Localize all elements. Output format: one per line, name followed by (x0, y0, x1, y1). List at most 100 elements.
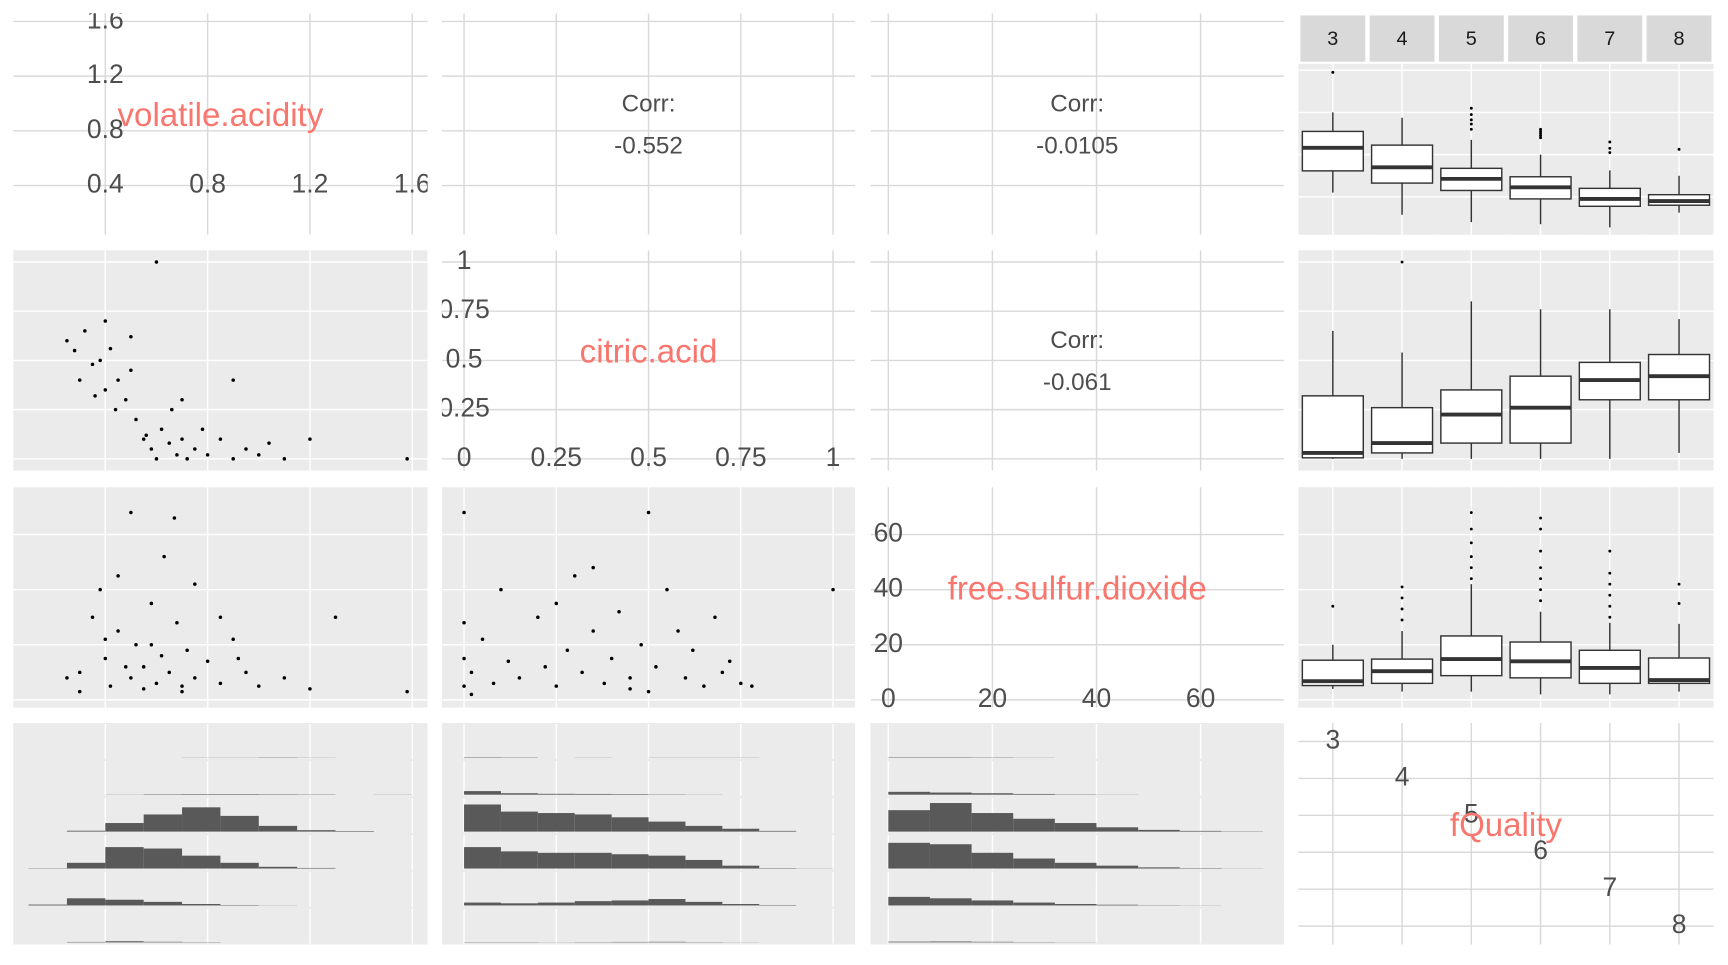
point (628, 676, 632, 680)
panel-boxplot (1298, 487, 1713, 707)
outlier (1678, 602, 1681, 605)
histogram-bar (930, 844, 972, 868)
histogram-bar (297, 830, 335, 831)
outlier (1539, 599, 1542, 602)
x-tick-label: 0.5 (630, 442, 667, 472)
point (167, 441, 171, 445)
histogram-bar (464, 804, 501, 831)
point (283, 676, 287, 680)
histogram-bar (1180, 831, 1222, 832)
histogram-bar (888, 897, 930, 906)
histogram-bar (144, 902, 182, 906)
point (114, 408, 118, 412)
point (150, 447, 154, 451)
x-tick-label: 40 (1082, 683, 1111, 713)
histogram-bar (1013, 794, 1055, 795)
point (610, 657, 614, 661)
point (603, 682, 607, 686)
histogram-bar (144, 814, 182, 831)
histogram-bar (144, 849, 182, 869)
histogram-bar (972, 942, 1014, 943)
point (499, 588, 503, 592)
histogram-bar (67, 898, 105, 905)
point (142, 665, 146, 669)
box (1372, 145, 1433, 183)
box (1510, 376, 1571, 443)
point (580, 671, 584, 675)
corr-label: Corr: (1050, 327, 1104, 354)
point (104, 657, 108, 661)
point (219, 437, 223, 441)
histogram-bar (220, 816, 258, 832)
histogram-bar (612, 794, 649, 795)
point (201, 428, 205, 432)
point (462, 511, 466, 515)
histogram-bar (105, 941, 143, 942)
y-tick-label: 0.5 (446, 343, 483, 373)
histogram-bar (649, 856, 686, 869)
category-label: 8 (1672, 909, 1687, 939)
point (283, 457, 287, 461)
panel-corr: Corr: -0.552 (442, 13, 855, 235)
corr-value: -0.061 (1043, 369, 1112, 396)
corr-value: -0.0105 (1036, 133, 1118, 160)
histogram-bar (1055, 823, 1097, 832)
point (104, 388, 108, 392)
histogram-bar (538, 794, 575, 795)
outlier (1539, 528, 1542, 531)
histogram-bar (182, 904, 220, 905)
point (124, 398, 128, 402)
histogram-bar (888, 810, 930, 831)
point (116, 574, 120, 578)
point (702, 684, 706, 688)
panel-boxplot (1298, 250, 1713, 470)
outlier (1539, 577, 1542, 580)
point (691, 649, 695, 653)
point (175, 621, 179, 625)
point (566, 649, 570, 653)
panel-scatter (13, 487, 427, 707)
corr-value: -0.552 (614, 133, 683, 160)
point (231, 378, 235, 382)
panel-background (13, 487, 427, 707)
histogram-bar (575, 853, 612, 869)
point (470, 693, 474, 697)
strip-label: 5 (1466, 28, 1477, 50)
y-tick-label: 1 (457, 245, 472, 275)
histogram-bar (1013, 903, 1055, 906)
point (155, 260, 159, 264)
point (116, 629, 120, 633)
outlier (1608, 583, 1611, 586)
point (65, 676, 69, 680)
point (65, 339, 69, 343)
point (78, 671, 82, 675)
outlier (1539, 517, 1542, 520)
point (142, 687, 146, 691)
outlier (1470, 555, 1473, 558)
histogram-bar (575, 794, 612, 795)
corr-label: Corr: (622, 91, 676, 118)
outlier (1539, 128, 1542, 131)
facet-background (13, 724, 427, 759)
point (308, 437, 312, 441)
histogram-bar (464, 791, 501, 795)
histogram-bar (575, 901, 612, 905)
point (91, 615, 95, 619)
outlier (1470, 541, 1473, 544)
histogram-bar (501, 903, 538, 905)
point (470, 671, 474, 675)
facet-background (871, 909, 1284, 944)
point (462, 684, 466, 688)
outlier (1678, 583, 1681, 586)
box (1372, 408, 1433, 453)
outlier (1608, 141, 1611, 144)
point (334, 615, 338, 619)
point (257, 453, 261, 457)
point (160, 654, 164, 658)
histogram-bar (722, 829, 759, 832)
histogram-bar (501, 851, 538, 868)
point (142, 437, 146, 441)
point (665, 588, 669, 592)
